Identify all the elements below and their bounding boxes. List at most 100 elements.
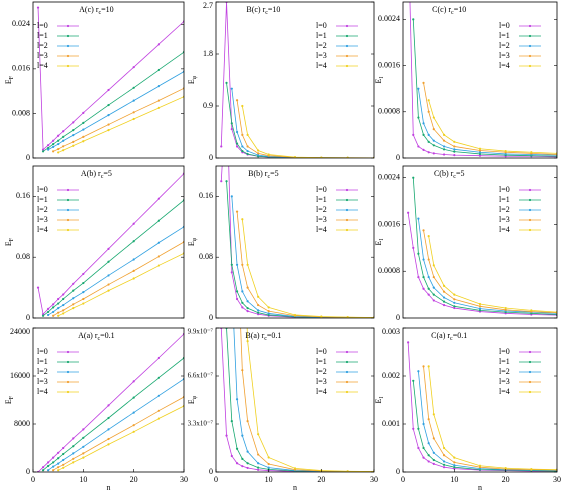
- data-point: [107, 404, 110, 407]
- panel-title: B(a) rc=0.1: [245, 331, 281, 343]
- legend-marker: [345, 218, 349, 222]
- y-axis-label-part: F: [9, 237, 15, 241]
- panel-title-part: A(b) r: [81, 169, 101, 178]
- y-tick-label: 0: [26, 153, 30, 162]
- data-point: [422, 133, 425, 136]
- y-tick-label: 0.0016: [378, 219, 400, 228]
- data-point: [62, 466, 65, 469]
- legend-marker: [345, 228, 349, 232]
- y-axis-label: EF: [4, 237, 16, 246]
- panel-title-part: c: [265, 10, 268, 16]
- data-point: [427, 365, 430, 368]
- data-point: [442, 290, 446, 293]
- series-line: [428, 100, 557, 154]
- data-point: [82, 452, 85, 455]
- legend-label: l=2: [316, 41, 327, 50]
- data-point: [417, 116, 420, 119]
- data-point: [427, 151, 430, 154]
- x-tick-label: 10: [450, 475, 458, 484]
- data-point: [246, 152, 249, 156]
- legend-label: l=1: [37, 357, 48, 366]
- series-line: [418, 218, 557, 314]
- data-point: [442, 304, 446, 307]
- legend-marker: [528, 188, 532, 192]
- data-point: [246, 419, 249, 423]
- data-point: [453, 305, 456, 308]
- panel-title-part: =0.1: [453, 331, 468, 340]
- data-point: [72, 452, 75, 455]
- data-point: [57, 134, 60, 137]
- data-point: [107, 443, 110, 446]
- series-line: [57, 405, 184, 471]
- data-point: [132, 430, 135, 433]
- data-point: [82, 291, 85, 294]
- data-point: [41, 150, 45, 153]
- series-line: [231, 196, 374, 318]
- series-line: [423, 230, 557, 314]
- y-tick-label: 0.08: [199, 252, 213, 261]
- data-point: [57, 297, 60, 301]
- panel-title-part: c: [101, 174, 104, 180]
- data-point: [235, 99, 239, 102]
- y-axis-label-part: E: [374, 78, 383, 83]
- data-point: [57, 142, 60, 146]
- x-tick-label: 0: [31, 475, 35, 484]
- panel-title-part: B(b) r: [248, 169, 268, 178]
- data-point: [257, 149, 260, 152]
- legend-marker: [345, 370, 349, 374]
- data-point: [427, 275, 430, 279]
- y-tick-label: 24000: [10, 327, 30, 336]
- data-point: [453, 140, 456, 143]
- data-point: [407, 341, 410, 344]
- data-point: [82, 302, 85, 305]
- legend-label: l=4: [37, 61, 48, 70]
- data-point: [72, 437, 75, 440]
- data-point: [52, 142, 55, 146]
- plot-frame: [32, 165, 185, 319]
- data-point: [246, 149, 249, 153]
- data-point: [62, 135, 65, 138]
- y-axis-label-part: I: [379, 397, 385, 399]
- y-tick-label: 6.6x10⁻⁷: [188, 372, 214, 380]
- data-point: [530, 309, 533, 312]
- data-point: [453, 154, 456, 157]
- data-point: [36, 6, 40, 9]
- panel-title: C(a) rc=0.1: [431, 331, 467, 343]
- data-point: [235, 398, 239, 401]
- data-point: [412, 427, 415, 430]
- plot-frame: [402, 165, 558, 319]
- panel-title: A(c) rc=10: [79, 5, 114, 17]
- data-point: [57, 151, 60, 154]
- data-point: [453, 461, 456, 464]
- x-tick-label: 0: [401, 475, 405, 484]
- data-point: [52, 145, 55, 148]
- series-line: [42, 199, 184, 317]
- data-point: [257, 462, 260, 465]
- data-point: [72, 121, 75, 124]
- data-point: [417, 370, 420, 373]
- plot-frame: [402, 327, 558, 473]
- data-point: [230, 271, 233, 274]
- y-tick-label: 0.008: [12, 108, 30, 117]
- data-point: [427, 133, 430, 136]
- data-point: [241, 301, 244, 304]
- legend-marker: [66, 218, 70, 222]
- data-point: [442, 133, 446, 136]
- data-point: [157, 356, 160, 360]
- data-point: [230, 128, 233, 131]
- data-point: [432, 139, 435, 142]
- data-point: [432, 413, 435, 416]
- data-point: [235, 263, 239, 266]
- legend-marker: [528, 208, 532, 212]
- legend-label: l=4: [37, 387, 48, 396]
- data-point: [267, 456, 270, 459]
- legend-label: l=2: [37, 367, 48, 376]
- data-point: [453, 466, 456, 469]
- y-axis-label: Eφ: [187, 75, 199, 84]
- series-line: [236, 211, 374, 318]
- series-line: [42, 357, 184, 471]
- data-point: [230, 454, 233, 458]
- data-point: [422, 258, 425, 261]
- data-point: [246, 263, 249, 266]
